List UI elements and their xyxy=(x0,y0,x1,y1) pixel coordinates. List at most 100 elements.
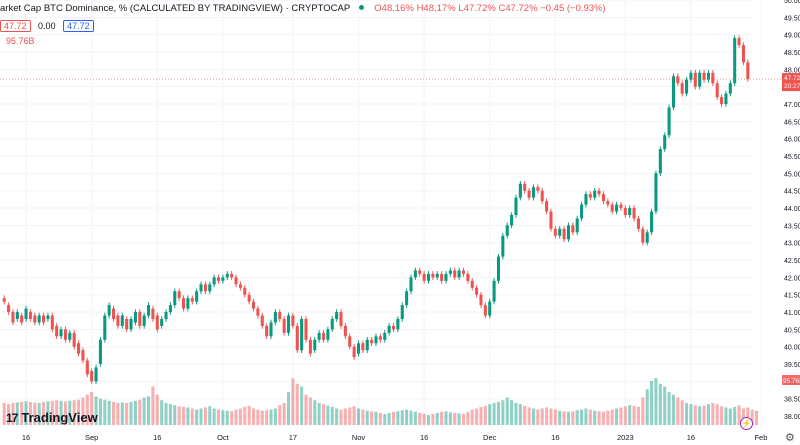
candle-body xyxy=(46,315,50,319)
tradingview-logo-text: TradingView xyxy=(21,410,98,425)
x-tick-label: 16 xyxy=(687,433,695,442)
y-tick-label: 39.50 xyxy=(784,362,800,369)
volume-bar xyxy=(317,403,321,425)
tradingview-logo-mark-icon: 17 xyxy=(6,410,18,425)
candle-body xyxy=(523,183,527,191)
volume-bar xyxy=(628,405,632,425)
candle-body xyxy=(685,79,689,94)
candle-body xyxy=(374,336,378,344)
symbol-title[interactable]: arket Cap BTC Dominance, % (CALCULATED B… xyxy=(0,3,351,14)
buy-price-button[interactable]: 47.72 xyxy=(63,20,94,32)
volume-bar xyxy=(479,406,483,425)
candle-body xyxy=(400,305,404,319)
candle-body xyxy=(566,225,570,240)
candle-body xyxy=(531,187,536,198)
candle-body xyxy=(466,273,470,281)
price-axis[interactable]: 38.0038.5039.0039.5040.0040.5041.0041.50… xyxy=(782,0,800,421)
chart-legend: arket Cap BTC Dominance, % (CALCULATED B… xyxy=(0,3,606,14)
candle-body xyxy=(496,256,501,281)
x-tick-label: Sep xyxy=(85,433,98,442)
candle-body xyxy=(251,301,256,309)
y-tick-label: 44.00 xyxy=(784,206,800,213)
y-tick-label: 48.00 xyxy=(784,67,800,74)
candle-body xyxy=(313,339,317,351)
volume-bar xyxy=(343,408,347,425)
candle-body xyxy=(247,294,251,302)
candle-body xyxy=(671,76,675,108)
candle-body xyxy=(216,277,221,281)
ohlc-values: O48.16% H48.17% L47.72% C47.72% −0.45 (−… xyxy=(374,3,605,14)
x-tick-label: 16 xyxy=(551,433,559,442)
volume-bar xyxy=(238,408,242,425)
volume-bar xyxy=(733,406,737,425)
bid-ask-row: 47.72 0.00 47.72 xyxy=(0,20,94,32)
volume-bar xyxy=(147,396,151,425)
volume-bar xyxy=(50,400,54,425)
y-tick-label: 49.00 xyxy=(784,33,800,40)
candle-body xyxy=(562,228,566,240)
volume-bar xyxy=(698,406,702,425)
settings-gear-icon[interactable]: ⚙ xyxy=(785,432,795,444)
volume-bar xyxy=(203,407,207,425)
volume-bar xyxy=(173,405,177,425)
candle-body xyxy=(483,305,487,316)
volume-bar xyxy=(645,389,649,425)
volume-bar xyxy=(282,403,286,425)
volume-bar xyxy=(225,410,229,425)
candle-body xyxy=(619,204,623,209)
y-tick-label: 42.50 xyxy=(784,258,800,265)
candle-body xyxy=(160,318,164,326)
volume-bar xyxy=(190,408,194,425)
volume-value: 95.76B xyxy=(6,36,35,46)
volume-bar xyxy=(155,394,159,425)
candle-body xyxy=(457,270,461,278)
candle-body xyxy=(724,93,728,105)
volume-bar xyxy=(304,394,308,425)
candle-body xyxy=(20,315,24,323)
y-tick-label: 45.50 xyxy=(784,154,800,161)
volume-bar xyxy=(251,408,256,425)
candle-body xyxy=(7,305,11,313)
candle-body xyxy=(221,277,225,281)
volume-bar xyxy=(125,403,129,425)
candle-body xyxy=(632,208,636,219)
candle-body xyxy=(558,228,562,236)
candle-body xyxy=(63,329,67,340)
candle-body xyxy=(317,332,321,340)
volume-bar xyxy=(453,412,457,425)
volume-bar xyxy=(737,405,741,425)
volume-bar xyxy=(247,405,251,425)
x-tick-label: 17 xyxy=(289,433,297,442)
candle-body xyxy=(601,194,605,202)
volume-bars xyxy=(2,378,759,425)
tradingview-logo[interactable]: 17 TradingView xyxy=(6,410,98,425)
candle-body xyxy=(654,173,658,212)
candle-body xyxy=(243,287,247,295)
candle-body xyxy=(155,315,159,330)
time-axis[interactable]: 16Sep16Oct17Nov16Dec16202316Feb16Mar16Ap… xyxy=(22,433,800,442)
volume-bar xyxy=(588,409,592,425)
volume-bar xyxy=(523,405,527,425)
last-price-tag xyxy=(782,73,800,92)
candle-body xyxy=(641,228,645,243)
candle-body xyxy=(650,211,654,233)
flash-icon[interactable]: ⚡ xyxy=(740,417,753,430)
candle-body xyxy=(453,270,457,278)
x-tick-label: 2023 xyxy=(617,433,634,442)
sell-price-button[interactable]: 47.72 xyxy=(0,20,31,32)
volume-bar xyxy=(413,411,417,425)
candle-body xyxy=(186,298,190,309)
candle-body xyxy=(129,318,133,330)
candle-body xyxy=(378,336,382,340)
volume-bar xyxy=(671,394,675,425)
price-candles xyxy=(2,35,750,385)
candle-body xyxy=(645,232,649,243)
y-tick-label: 49.50 xyxy=(784,15,800,22)
candle-body xyxy=(304,318,308,340)
volume-bar xyxy=(24,401,28,425)
candle-body xyxy=(103,315,107,340)
volume-bar xyxy=(2,403,6,425)
volume-bar xyxy=(199,408,203,425)
volume-bar xyxy=(291,378,295,425)
